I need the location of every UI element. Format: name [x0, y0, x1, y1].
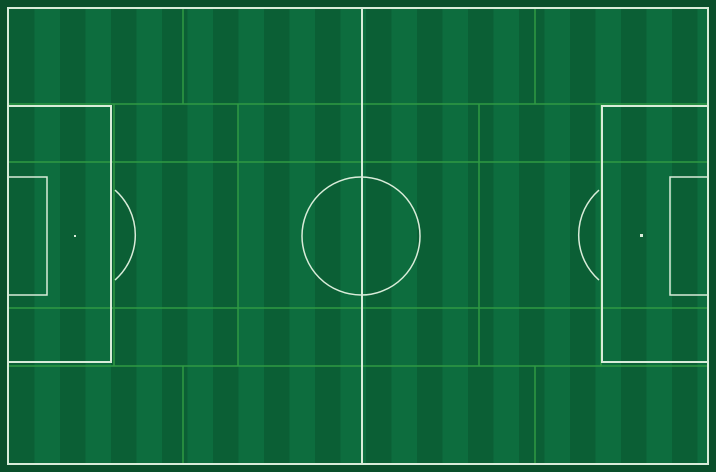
grass-stripe [519, 9, 545, 463]
grass-stripe [213, 9, 239, 463]
grass-stripes [9, 9, 707, 463]
right-penalty-arc [577, 189, 600, 281]
grass-stripe [570, 9, 596, 463]
grass-stripe [264, 9, 290, 463]
grass-stripe [672, 9, 698, 463]
grass-stripe [315, 9, 341, 463]
grass-stripe [391, 9, 417, 463]
grass-stripe [60, 9, 86, 463]
grass-stripe [111, 9, 137, 463]
grass-stripe [187, 9, 213, 463]
grass-stripe [544, 9, 570, 463]
grass-stripe [366, 9, 392, 463]
grass-stripe [468, 9, 494, 463]
left-penalty-spot [74, 235, 76, 237]
grass-stripe [9, 9, 35, 463]
grass-stripe [238, 9, 264, 463]
grass-stripe [85, 9, 111, 463]
right-penalty-spot [640, 234, 643, 237]
center-circle [301, 176, 421, 296]
right-goal-area [669, 176, 709, 296]
pitch-markings [7, 7, 709, 465]
grass-stripe [442, 9, 468, 463]
grass-stripe [697, 9, 707, 463]
left-goal-area [7, 176, 48, 296]
grass-stripe [595, 9, 621, 463]
left-penalty-arc [114, 189, 137, 281]
grass-stripe [136, 9, 162, 463]
grass-stripe [646, 9, 672, 463]
grass-stripe [417, 9, 443, 463]
grass-stripe [493, 9, 519, 463]
